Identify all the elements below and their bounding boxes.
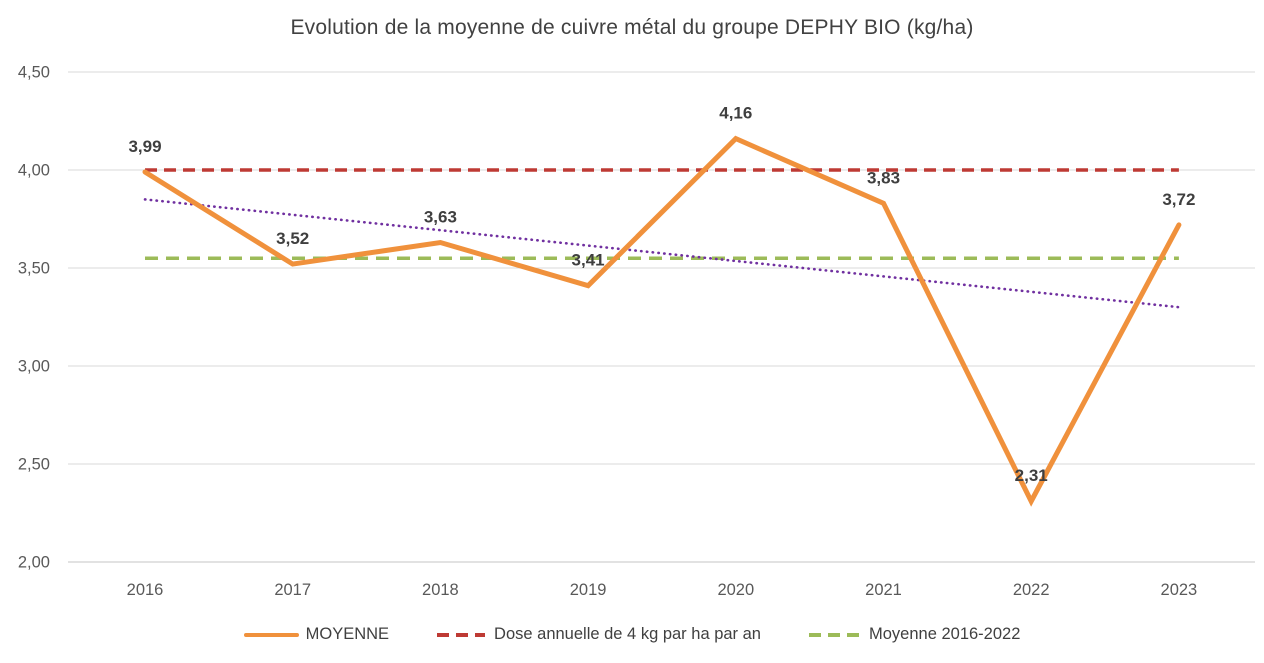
moyenne-line-swatch-icon — [243, 632, 299, 637]
legend-label-dose-annuelle: Dose annuelle de 4 kg par ha par an — [494, 625, 761, 643]
x-axis-tick-label: 2016 — [127, 581, 164, 599]
x-axis-tick-label: 2017 — [274, 581, 311, 599]
data-label: 3,41 — [572, 251, 605, 270]
dose-annuelle-dashed-swatch-icon — [437, 632, 486, 637]
trendline-dotted — [143, 198, 1181, 309]
x-axis-tick-label: 2023 — [1161, 581, 1198, 599]
chart-legend: MOYENNE Dose annuelle de 4 kg par ha par… — [0, 625, 1264, 644]
y-axis-tick-label: 2,00 — [18, 554, 50, 572]
x-axis-tick-label: 2022 — [1013, 581, 1050, 599]
legend-label-moyenne-2016-2022: Moyenne 2016-2022 — [869, 625, 1021, 643]
moyenne-2016-2022-dashed-swatch-icon — [809, 632, 860, 637]
data-label: 4,16 — [719, 104, 752, 123]
data-label: 3,52 — [276, 229, 309, 248]
data-label: 2,31 — [1015, 466, 1048, 485]
x-axis-tick-label: 2019 — [570, 581, 607, 599]
y-axis-tick-label: 3,00 — [18, 358, 50, 376]
moyenne-series-line — [142, 135, 1182, 507]
x-axis-tick-label: 2020 — [717, 581, 754, 599]
y-axis-tick-label: 4,50 — [18, 64, 50, 82]
data-label: 3,99 — [128, 137, 161, 156]
legend-label-moyenne: MOYENNE — [305, 625, 390, 643]
y-axis-tick-label: 3,50 — [18, 260, 50, 278]
data-label: 3,72 — [1162, 190, 1195, 209]
legend-item-moyenne-2016-2022: Moyenne 2016-2022 — [807, 625, 1020, 644]
x-axis-tick-label: 2018 — [422, 581, 459, 599]
data-label: 3,63 — [424, 208, 457, 227]
chart-title: Evolution de la moyenne de cuivre métal … — [290, 16, 974, 39]
y-axis-tick-label: 4,00 — [18, 162, 50, 180]
legend-item-dose-annuelle: Dose annuelle de 4 kg par ha par an — [435, 625, 761, 644]
x-axis-tick-label: 2021 — [865, 581, 902, 599]
data-label: 3,83 — [867, 168, 900, 187]
y-axis-tick-label: 2,50 — [18, 456, 50, 474]
legend-item-moyenne: MOYENNE — [243, 625, 390, 644]
